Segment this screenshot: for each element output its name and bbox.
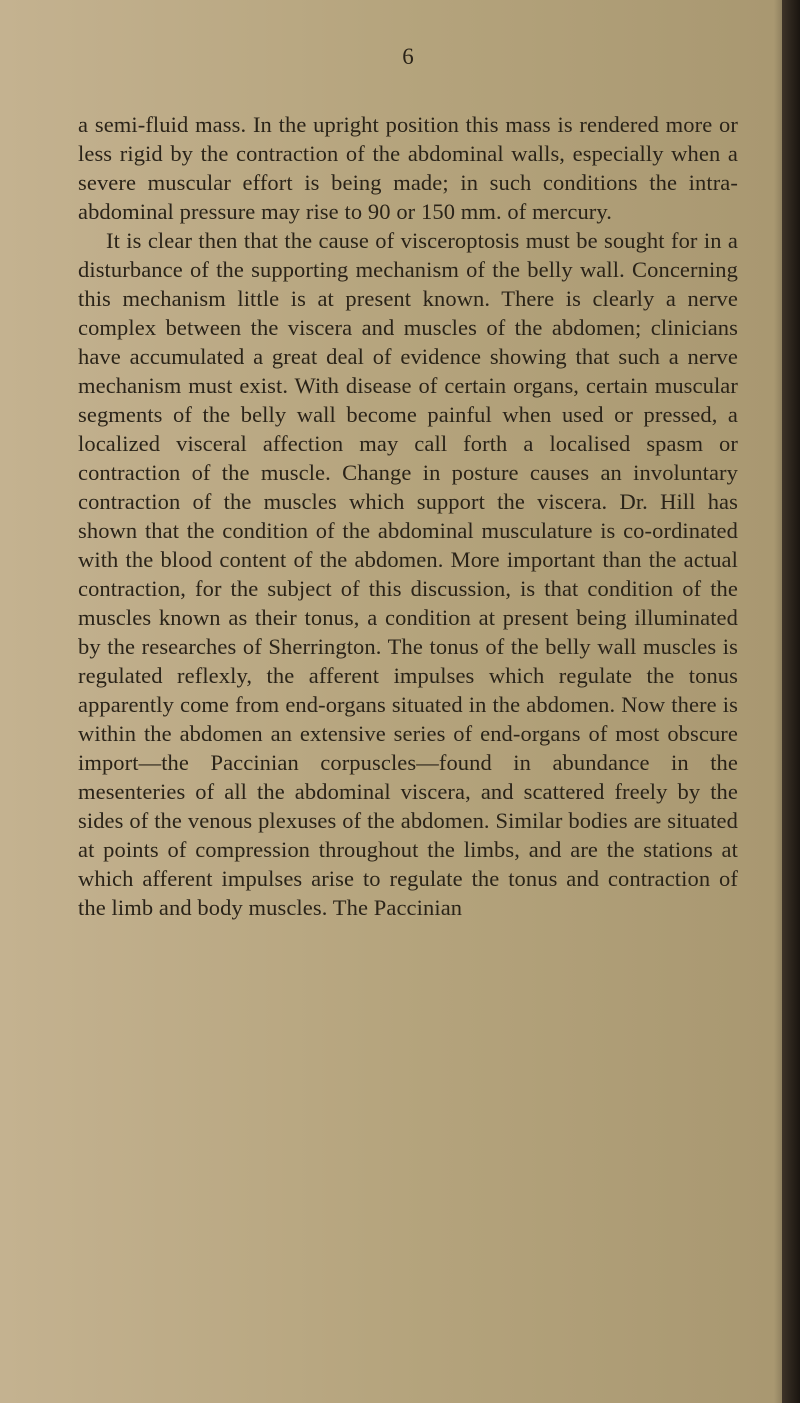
paragraph-2: It is clear then that the cause of visce…	[78, 226, 738, 922]
body-text-container: a semi-fluid mass. In the upright positi…	[78, 110, 738, 922]
document-page: 6 a semi-fluid mass. In the upright posi…	[0, 0, 800, 1403]
paragraph-1: a semi-fluid mass. In the upright positi…	[78, 110, 738, 226]
page-number: 6	[78, 44, 738, 70]
